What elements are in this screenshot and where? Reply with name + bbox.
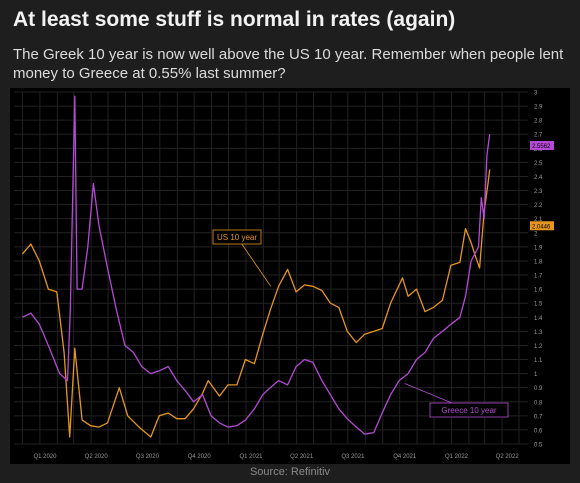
x-quarter-label: Q2 2020 <box>85 454 109 460</box>
x-quarter-label: Q1 2021 <box>240 454 264 460</box>
y-tick-label: 2.2 <box>534 203 543 209</box>
x-quarter-label: Q1 2022 <box>445 454 469 460</box>
y-tick-label: 2.3 <box>534 189 543 195</box>
greece-10-year-line <box>22 95 491 435</box>
y-tick-label: 1.5 <box>534 302 543 308</box>
y-tick-label: 0.7 <box>534 414 543 420</box>
y-tick-label: 2.7 <box>534 133 543 139</box>
series-annotations: US 10 year Greece 10 year <box>212 229 509 418</box>
greece-annotation-box <box>429 402 509 418</box>
y-tick-label: 1.6 <box>534 288 543 294</box>
x-quarter-label: Q1 2020 <box>33 454 57 460</box>
x-quarter-label: Q4 2020 <box>188 454 212 460</box>
y-tick-label: 1.7 <box>534 274 543 280</box>
x-axis: Q1 2020 Q2 2020 Q3 2020 Q4 2020 Q1 2021 Q2 20… <box>33 454 519 460</box>
x-quarter-label: Q2 2021 <box>290 454 314 460</box>
y-tick-label: 3 <box>534 91 538 97</box>
y-tick-label: 1.2 <box>534 344 543 350</box>
chart-subtitle: The Greek 10 year is now well above the … <box>13 46 564 82</box>
y-tick-label: 2.5 <box>534 161 543 167</box>
y-tick-label: 1 <box>534 372 538 378</box>
us-annotation-leader <box>236 236 272 287</box>
y-tick-label: 2.1 <box>534 217 543 223</box>
series-lines <box>21 95 491 438</box>
y-tick-label: 1.4 <box>534 316 543 322</box>
greece-annotation-label: Greece 10 year <box>441 406 496 415</box>
y-tick-label: 2.4 <box>534 175 543 181</box>
y-tick-label: 2 <box>534 231 538 237</box>
chart-title: At least some stuff is normal in rates (… <box>13 8 456 31</box>
greece-last-value-tag: 2.5562 <box>532 144 551 150</box>
us-annotation-label: US 10 year <box>217 233 257 242</box>
x-quarter-label: Q3 2021 <box>341 454 365 460</box>
rates-chart: 32.92.82.72.62.52.42.32.22.121.91.81.71.… <box>10 88 570 464</box>
us-10-year-line <box>21 169 491 438</box>
x-quarter-label: Q4 2021 <box>393 454 417 460</box>
last-value-tags: 2.5562 2.0446 <box>530 141 554 231</box>
y-tick-label: 0.9 <box>534 386 543 392</box>
y-tick-label: 2.9 <box>534 105 543 111</box>
us-last-value-tag-box <box>530 221 554 231</box>
us-annotation-box <box>212 229 262 245</box>
x-quarter-label: Q2 2022 <box>496 454 520 460</box>
us-last-value-tag: 2.0446 <box>532 224 551 230</box>
y-tick-label: 2.8 <box>534 119 543 125</box>
y-tick-label: 0.8 <box>534 400 543 406</box>
y-tick-label: 1.9 <box>534 245 543 251</box>
source-note: Source: Refinitiv <box>249 466 331 478</box>
y-tick-label: 0.6 <box>534 428 543 434</box>
x-quarter-label: Q3 2020 <box>136 454 160 460</box>
y-tick-label: 1.1 <box>534 358 543 364</box>
y-tick-label: 0.5 <box>534 443 543 449</box>
greece-last-value-tag-box <box>530 141 554 151</box>
y-tick-label: 1.3 <box>534 330 543 336</box>
y-tick-label: 1.8 <box>534 259 543 265</box>
